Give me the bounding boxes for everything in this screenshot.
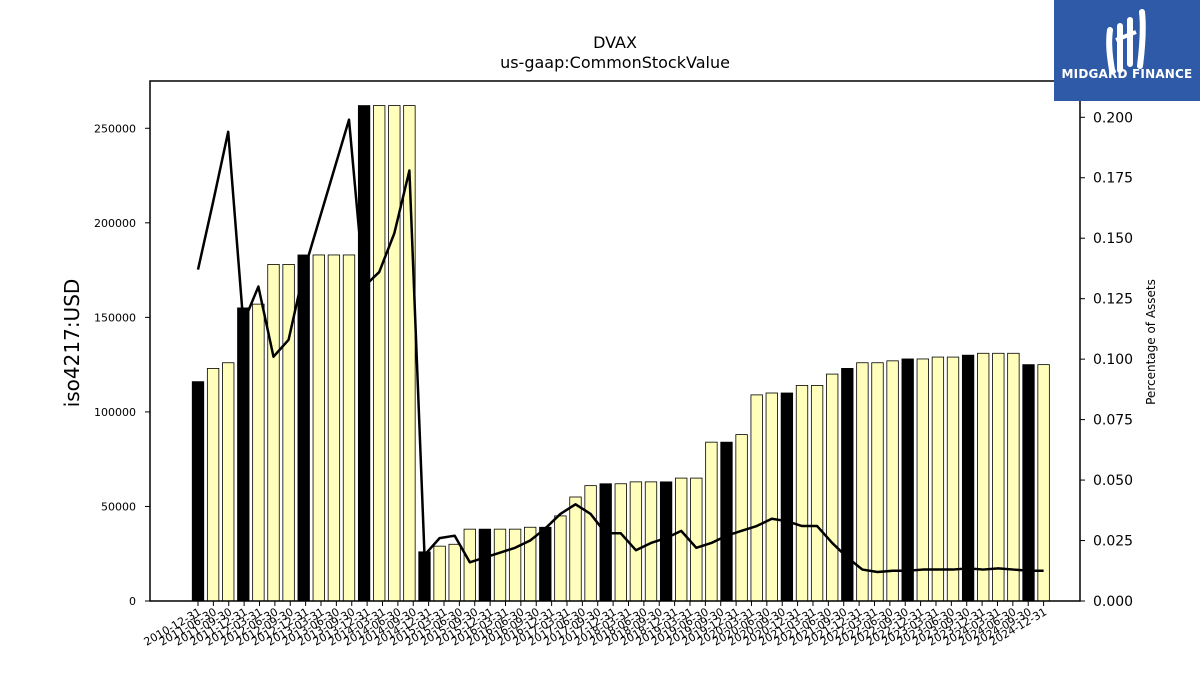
bars-group <box>191 105 1050 602</box>
y2-tick-label: 0.050 <box>1093 473 1133 489</box>
x-axis-ticks: 2010-12-312011-06-302011-09-302011-12-31… <box>142 601 1049 649</box>
bar-2024-12-31 <box>1037 364 1050 602</box>
y-tick-label: 50000 <box>101 500 136 513</box>
bar-2019-06-30 <box>705 441 718 602</box>
bar-2014-09-30 <box>418 551 431 602</box>
bar-2023-06-30 <box>946 356 960 602</box>
bar-2020-09-30 <box>780 392 794 602</box>
percentage-of-assets-line <box>196 118 1044 574</box>
bar-2013-03-31 <box>327 254 341 602</box>
bar-2014-12-31 <box>433 545 446 602</box>
bar-2011-09-30 <box>237 307 250 602</box>
bar-2023-09-30 <box>961 354 975 602</box>
bar-2021-03-31 <box>810 385 824 602</box>
line-group <box>196 118 1044 574</box>
bar-2013-12-31 <box>373 105 386 602</box>
bar-2019-12-31 <box>735 434 748 602</box>
bar-2011-06-30 <box>222 362 235 602</box>
bar-2013-09-30 <box>357 105 371 602</box>
plot-frame <box>149 80 1081 602</box>
bar-2019-03-31 <box>690 477 703 602</box>
bar-2019-09-30 <box>720 441 733 602</box>
chart-subtitle: us-gaap:CommonStockValue <box>500 53 730 72</box>
y-tick-label: 200000 <box>94 217 136 230</box>
y-tick-label: 0 <box>129 595 136 608</box>
bar-2015-09-30 <box>478 528 492 602</box>
y2-axis-ticks: 0.000 0.025 0.050 0.075 0.100 0.125 0.150 0.175… <box>1080 110 1133 610</box>
bar-2022-12-31 <box>916 358 929 602</box>
bar-2017-09-30 <box>599 483 612 602</box>
bar-2018-09-30 <box>659 481 673 602</box>
bar-2017-03-31 <box>569 496 582 602</box>
bar-2024-03-31 <box>992 352 1005 602</box>
y2-tick-label: 0.100 <box>1093 352 1133 368</box>
bar-2018-12-31 <box>675 477 688 602</box>
y2-tick-label: 0.125 <box>1093 292 1133 308</box>
bar-2022-03-31 <box>871 362 884 602</box>
bar-2023-12-31 <box>977 352 990 602</box>
bar-2012-06-30 <box>282 264 295 602</box>
bar-2012-03-31 <box>267 264 280 602</box>
brand-name: MIDGARD FINANCE <box>1061 67 1193 81</box>
bar-2016-12-31 <box>554 515 567 602</box>
y2-tick-label: 0.175 <box>1093 171 1133 187</box>
bar-2016-03-31 <box>508 528 522 602</box>
bar-2023-03-31 <box>931 356 945 602</box>
bar-2011-03-31 <box>206 368 220 602</box>
bar-2015-06-30 <box>463 528 476 602</box>
y2-axis-label: Percentage of Assets <box>1144 279 1158 405</box>
y-axis-label: iso4217:USD <box>60 279 84 408</box>
bar-2015-12-31 <box>493 528 507 602</box>
y-tick-label: 100000 <box>94 406 136 419</box>
bar-2021-06-30 <box>826 373 839 602</box>
bar-2016-09-30 <box>539 526 552 602</box>
bar-2018-03-31 <box>629 481 643 602</box>
bar-2020-06-30 <box>765 392 778 602</box>
bar-2020-03-31 <box>750 394 763 602</box>
bar-2020-12-31 <box>795 385 809 602</box>
y2-tick-label: 0.075 <box>1093 413 1133 429</box>
bar-2014-03-31 <box>388 105 401 602</box>
bar-2012-12-31 <box>312 254 325 602</box>
y2-tick-label: 0.025 <box>1093 534 1133 550</box>
y-tick-label: 250000 <box>94 122 136 135</box>
bar-2022-06-30 <box>886 360 899 602</box>
bar-2013-06-30 <box>342 254 356 602</box>
midgard-logo-icon <box>1106 9 1146 73</box>
bar-2021-09-30 <box>841 368 854 602</box>
bar-2011-12-31 <box>252 303 265 602</box>
brand-logo: MIDGARD FINANCE <box>1054 0 1200 101</box>
y2-tick-label: 0.150 <box>1093 231 1133 247</box>
y2-tick-label: 0.200 <box>1093 110 1133 126</box>
bar-2015-03-31 <box>448 543 461 602</box>
bar-2012-09-30 <box>297 254 310 602</box>
bar-2022-09-30 <box>901 358 914 602</box>
bar-2024-09-30 <box>1022 364 1035 602</box>
bar-2010-12-31 <box>191 381 205 602</box>
y-tick-label: 150000 <box>94 311 136 324</box>
bar-2017-12-31 <box>614 483 627 602</box>
bar-2017-06-30 <box>584 485 597 602</box>
y2-tick-label: 0.000 <box>1093 594 1133 610</box>
chart-title: DVAX <box>593 33 637 52</box>
y-axis-ticks: 0 50000 100000 150000 200000 250000 <box>94 122 150 608</box>
bar-2024-06-30 <box>1007 352 1020 602</box>
